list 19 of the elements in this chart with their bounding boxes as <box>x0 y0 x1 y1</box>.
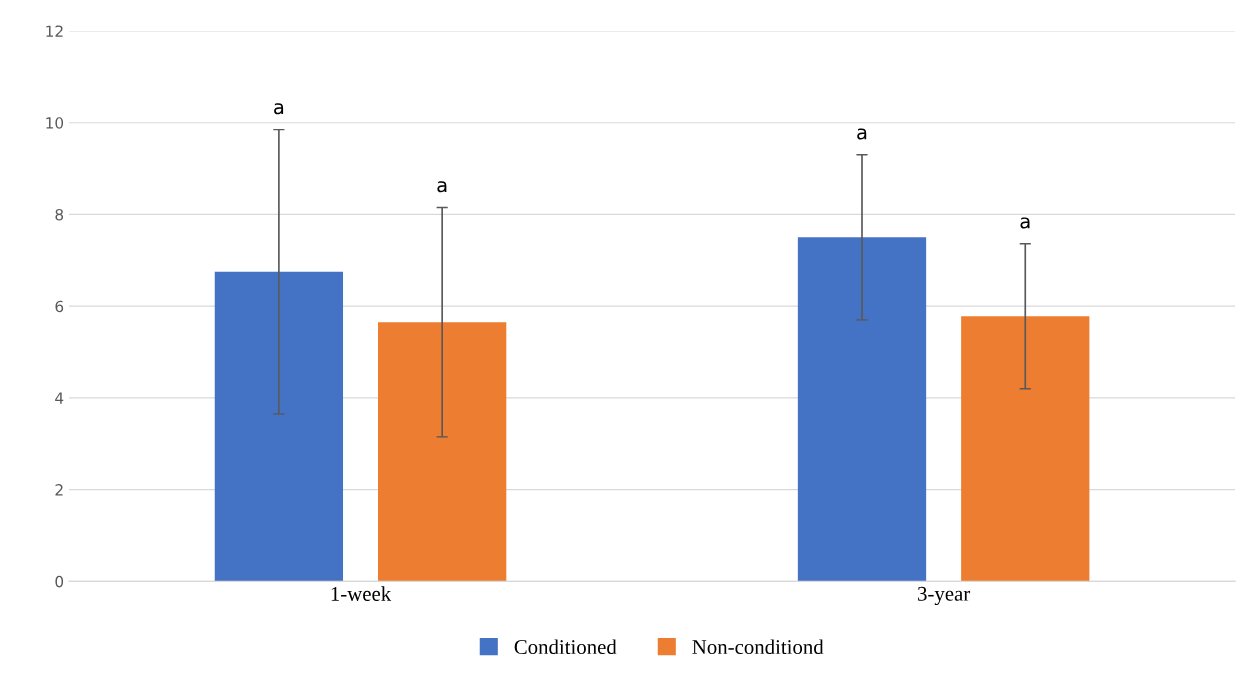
annotation: a <box>274 103 284 115</box>
bar <box>797 237 927 582</box>
bar <box>378 322 507 582</box>
bar <box>961 316 1090 582</box>
y-tick-label: 12 <box>46 25 63 37</box>
y-tick-label: 0 <box>55 575 64 588</box>
legend-label: Conditioned <box>514 639 617 655</box>
annotation: a <box>1020 217 1030 229</box>
x-tick-label: 1-week <box>331 586 392 601</box>
y-tick-label: 6 <box>55 300 64 313</box>
legend-label: Non-conditiond <box>692 639 824 655</box>
x-tick-label: 3-year <box>918 586 971 606</box>
y-tick-label: 8 <box>55 208 64 221</box>
annotation: a <box>437 181 447 193</box>
y-tick-label: 10 <box>46 117 64 129</box>
y-tick-label: 4 <box>55 392 64 404</box>
annotation: a <box>857 128 867 140</box>
y-tick-label: 2 <box>55 484 63 496</box>
bar <box>214 271 344 582</box>
